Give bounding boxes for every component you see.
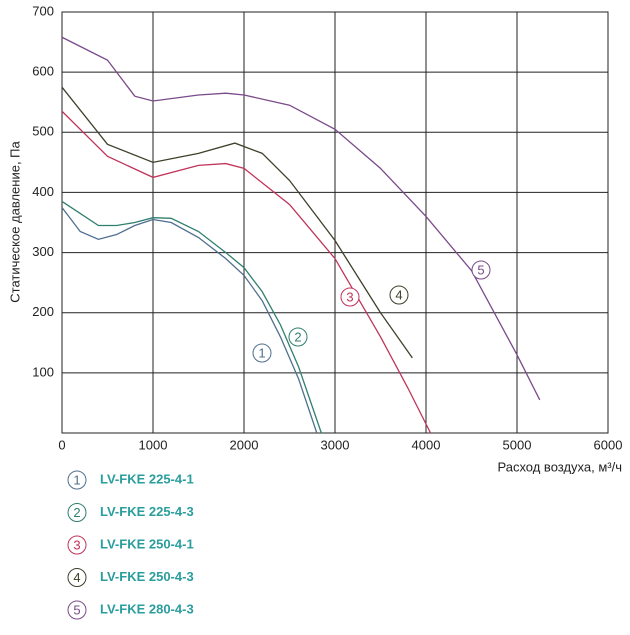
y-axis-label: Статическое давление, Па xyxy=(7,141,22,303)
y-tick-label: 100 xyxy=(32,364,54,379)
curve-tag: 1 xyxy=(258,345,265,360)
x-tick-label: 2000 xyxy=(230,437,259,452)
curve xyxy=(61,207,318,434)
curve-tag-circle xyxy=(252,343,272,363)
y-tick-label: 200 xyxy=(32,304,54,319)
x-tick-label: 3000 xyxy=(321,437,350,452)
curve-tag: 3 xyxy=(346,289,353,304)
curve-tag-circle xyxy=(389,285,409,305)
legend-label: LV-FKE 225-4-3 xyxy=(100,504,194,519)
curve-tag-circle xyxy=(471,260,491,280)
legend-circle xyxy=(67,503,87,522)
legend-number: 1 xyxy=(73,472,80,487)
x-axis-label: Расход воздуха, м³/ч xyxy=(497,459,622,474)
x-tick-label: 4000 xyxy=(412,437,441,452)
legend-number: 4 xyxy=(73,570,80,585)
y-tick-label: 600 xyxy=(32,64,54,79)
x-tick-label: 1000 xyxy=(139,437,168,452)
legend-circle xyxy=(67,535,87,555)
legend-label: LV-FKE 225-4-1 xyxy=(100,471,194,486)
curve xyxy=(61,36,541,401)
curve-tag: 2 xyxy=(294,329,301,344)
curve-tag-circle xyxy=(340,287,360,307)
curve-tag: 5 xyxy=(477,262,484,277)
legend-number: 3 xyxy=(73,537,80,552)
legend-label: LV-FKE 250-4-3 xyxy=(100,569,194,584)
y-tick-label: 400 xyxy=(32,184,54,199)
y-tick-label: 500 xyxy=(32,124,54,139)
curve-tag: 4 xyxy=(395,287,402,302)
legend-label: LV-FKE 280-4-3 xyxy=(100,601,194,616)
x-tick-label: 6000 xyxy=(594,437,623,452)
curve xyxy=(61,86,413,359)
legend-number: 2 xyxy=(73,505,80,520)
x-tick-label: 5000 xyxy=(503,437,532,452)
y-tick-label: 300 xyxy=(32,244,54,259)
legend-label: LV-FKE 250-4-1 xyxy=(100,536,194,551)
curve-tag-circle xyxy=(288,327,308,347)
legend-circle xyxy=(67,568,87,587)
legend-number: 5 xyxy=(73,602,80,617)
y-tick-label: 700 xyxy=(32,3,54,18)
legend-circle xyxy=(67,600,87,620)
legend-circle xyxy=(67,470,87,490)
curve xyxy=(61,110,432,434)
curve xyxy=(61,200,322,434)
x-tick-label: 0 xyxy=(58,437,65,452)
